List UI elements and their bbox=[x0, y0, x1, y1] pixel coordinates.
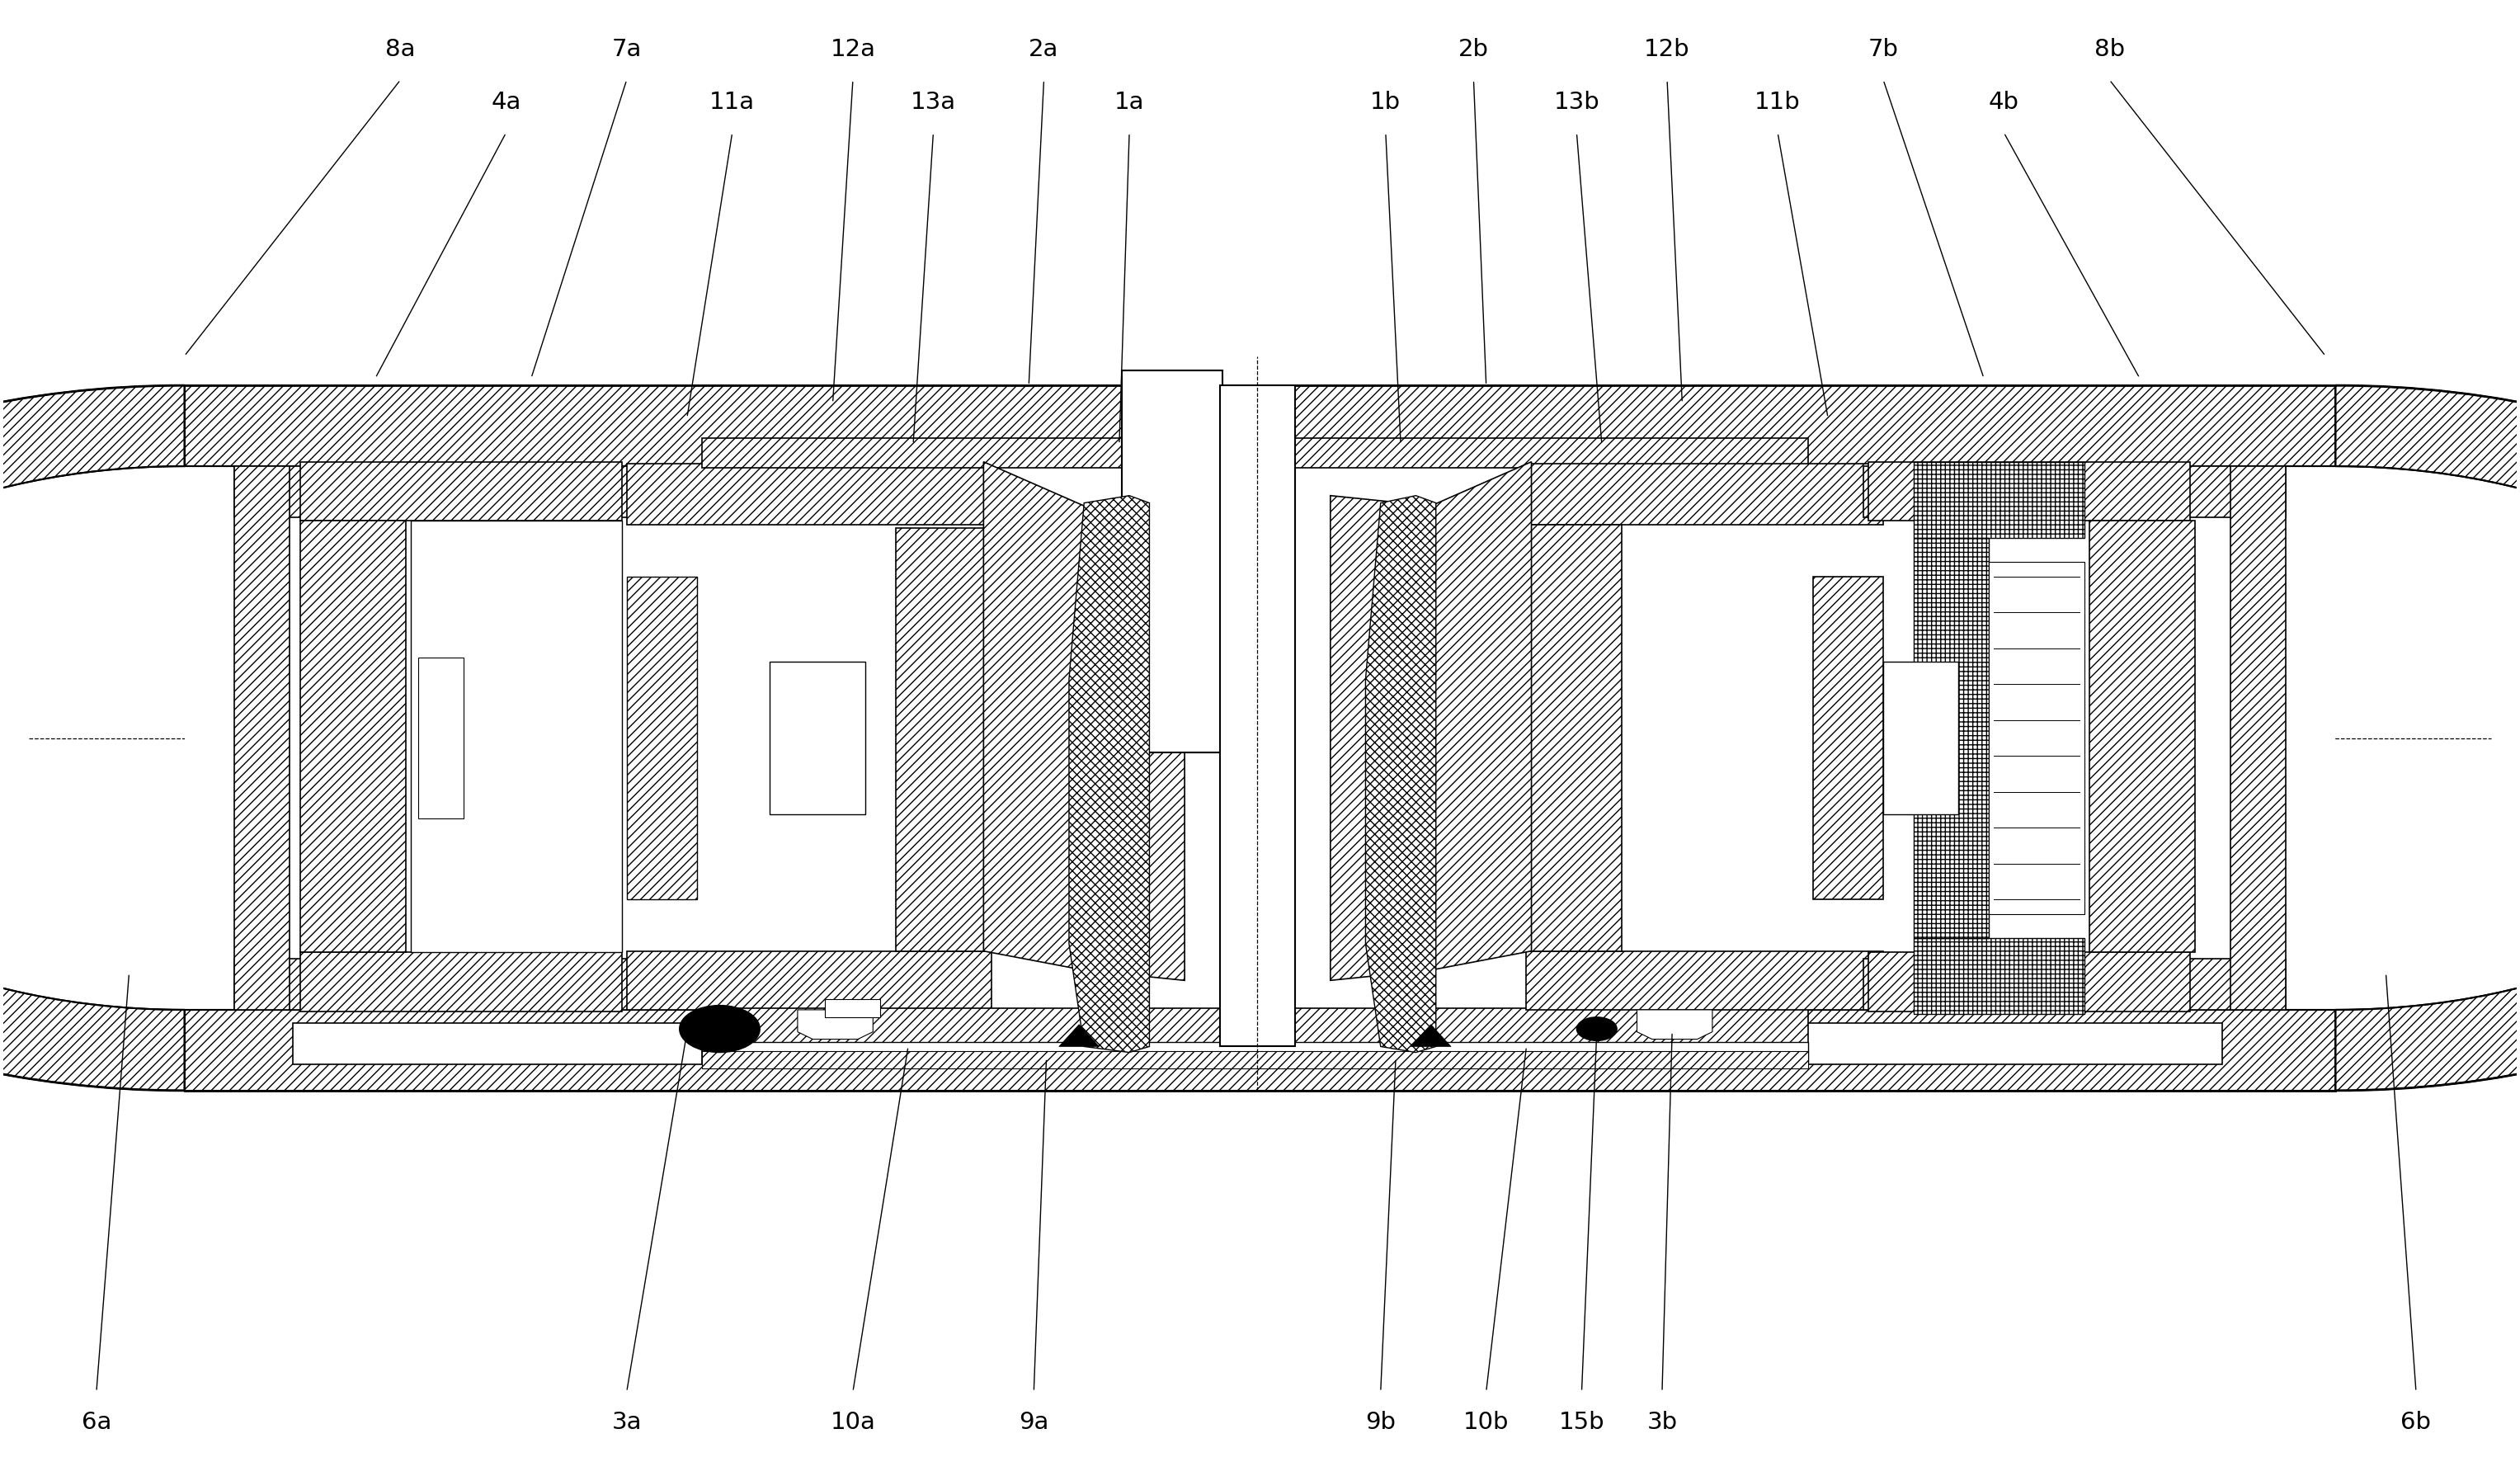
Bar bbox=[184, 385, 2336, 466]
Bar bbox=[2089, 521, 2195, 952]
Bar bbox=[2230, 466, 2286, 1010]
Bar bbox=[184, 1010, 2336, 1091]
Text: 15b: 15b bbox=[1560, 1411, 1605, 1435]
Text: 12a: 12a bbox=[829, 37, 874, 61]
Bar bbox=[300, 952, 622, 1011]
Bar bbox=[1527, 463, 1882, 525]
Text: 12b: 12b bbox=[1643, 37, 1691, 61]
Polygon shape bbox=[1411, 1024, 1452, 1046]
Bar bbox=[1862, 958, 2286, 1010]
Bar bbox=[1121, 370, 1222, 753]
Bar bbox=[895, 528, 990, 951]
Text: 1a: 1a bbox=[1114, 90, 1144, 114]
Bar bbox=[234, 958, 650, 1010]
Text: 11a: 11a bbox=[711, 90, 756, 114]
Bar bbox=[418, 657, 464, 819]
Text: 13a: 13a bbox=[910, 90, 955, 114]
Text: 9a: 9a bbox=[1018, 1411, 1048, 1435]
Bar bbox=[703, 1008, 1807, 1064]
Text: 3b: 3b bbox=[1646, 1411, 1678, 1435]
Polygon shape bbox=[983, 462, 1184, 980]
Text: 10a: 10a bbox=[829, 1411, 874, 1435]
Bar bbox=[703, 1042, 1807, 1064]
Polygon shape bbox=[1913, 462, 2084, 539]
Text: 7a: 7a bbox=[612, 37, 643, 61]
Text: 10b: 10b bbox=[1464, 1411, 1509, 1435]
Bar bbox=[824, 999, 879, 1017]
Bar bbox=[1812, 577, 1882, 899]
Text: 4b: 4b bbox=[1988, 90, 2019, 114]
Polygon shape bbox=[1638, 1010, 1714, 1039]
Text: 1b: 1b bbox=[1371, 90, 1401, 114]
Bar bbox=[1220, 385, 1295, 1046]
Bar bbox=[1527, 951, 1882, 1010]
Bar bbox=[703, 1051, 1807, 1069]
Polygon shape bbox=[1366, 496, 1436, 1052]
Bar bbox=[184, 466, 2336, 1010]
Bar bbox=[771, 661, 864, 815]
Polygon shape bbox=[1913, 937, 2084, 1014]
Bar bbox=[703, 438, 1807, 468]
Text: 13b: 13b bbox=[1555, 90, 1600, 114]
Polygon shape bbox=[1331, 462, 1532, 980]
Bar bbox=[1988, 562, 2084, 914]
Bar bbox=[627, 463, 990, 525]
Bar bbox=[1527, 525, 1623, 951]
Text: 3a: 3a bbox=[612, 1411, 643, 1435]
Polygon shape bbox=[2336, 385, 2520, 1091]
Bar bbox=[1862, 466, 2286, 518]
Polygon shape bbox=[0, 385, 184, 1091]
Bar bbox=[300, 462, 622, 521]
Circle shape bbox=[680, 1005, 761, 1052]
Text: 7b: 7b bbox=[1867, 37, 1898, 61]
Text: 2a: 2a bbox=[1028, 37, 1058, 61]
Text: 8a: 8a bbox=[386, 37, 416, 61]
Text: 4a: 4a bbox=[491, 90, 522, 114]
Text: 6b: 6b bbox=[2402, 1411, 2432, 1435]
Polygon shape bbox=[799, 1010, 872, 1039]
Bar bbox=[1867, 952, 2190, 1011]
Text: 8b: 8b bbox=[2094, 37, 2124, 61]
Polygon shape bbox=[1058, 1024, 1099, 1046]
Polygon shape bbox=[1913, 539, 1988, 937]
Bar bbox=[1882, 661, 1958, 815]
Bar bbox=[300, 521, 406, 952]
Polygon shape bbox=[1068, 496, 1149, 1052]
Bar bbox=[1867, 462, 2190, 521]
Bar bbox=[234, 466, 290, 1010]
Bar bbox=[627, 951, 990, 1010]
Bar bbox=[292, 1023, 2223, 1064]
Text: 9b: 9b bbox=[1366, 1411, 1396, 1435]
Bar bbox=[627, 577, 698, 899]
Text: 11b: 11b bbox=[1754, 90, 1802, 114]
Text: 2b: 2b bbox=[1459, 37, 1489, 61]
Text: 6a: 6a bbox=[81, 1411, 111, 1435]
Bar bbox=[411, 521, 622, 952]
Bar bbox=[234, 466, 650, 518]
Circle shape bbox=[1578, 1017, 1618, 1041]
